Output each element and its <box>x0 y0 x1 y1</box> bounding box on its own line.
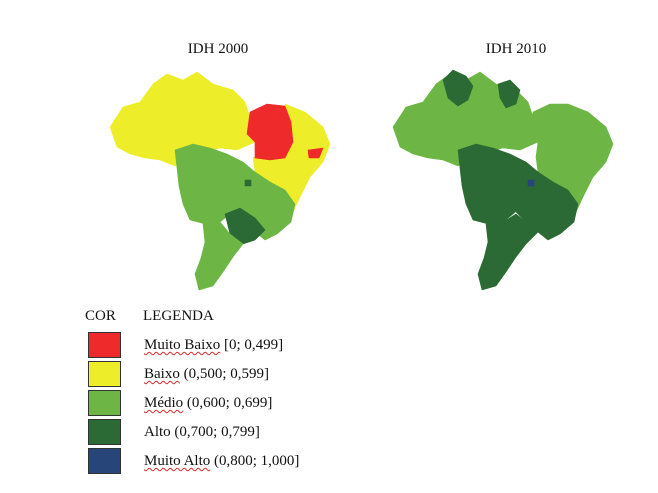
brazil-map-2000 <box>109 71 331 291</box>
legend-label: Muito Baixo [0; 0,499] <box>144 337 283 354</box>
legend-swatch <box>88 448 121 474</box>
legend-range: (0,600; 0,699] <box>183 395 273 411</box>
legend-word: Muito Alto <box>144 453 211 469</box>
brazil-map-2010 <box>392 69 614 291</box>
legend-label: Alto (0,700; 0,799] <box>144 424 260 441</box>
legend-range: (0,500; 0,599] <box>179 366 270 382</box>
region-south <box>477 213 539 291</box>
region-roraima <box>442 69 474 107</box>
region-maranhao-piaui <box>246 103 294 161</box>
legend-swatch <box>88 332 121 358</box>
legend-label: Médio (0,600; 0,699] <box>144 395 272 412</box>
region-distrito-federal <box>244 179 252 187</box>
region-amapa <box>497 79 521 109</box>
legend-word: Baixo <box>144 366 180 382</box>
legend-label: Baixo (0,500; 0,599] <box>144 366 269 383</box>
legend-item-medio: Médio (0,600; 0,699] <box>88 390 388 417</box>
region-alagoas <box>307 147 324 159</box>
legend-range: (0,800; 1,000] <box>210 453 300 469</box>
legend-swatch <box>88 419 121 445</box>
legend-swatch <box>88 390 121 416</box>
region-distrito-federal <box>527 179 535 187</box>
region-center-west <box>174 143 256 225</box>
region-center-west <box>457 143 539 225</box>
legend-range: [0; 0,499] <box>220 337 284 353</box>
legend-swatch <box>88 361 121 387</box>
legend-item-baixo: Baixo (0,500; 0,599] <box>88 361 388 388</box>
legend-item-muito-alto: Muito Alto (0,800; 1,000] <box>88 448 388 475</box>
legend-word: Médio <box>144 395 184 411</box>
legend-range: (0,700; 0,799] <box>170 424 260 440</box>
legend-item-alto: Alto (0,700; 0,799] <box>88 419 388 446</box>
region-south <box>194 221 244 291</box>
legend-word: Muito Baixo <box>144 337 221 353</box>
region-southeast <box>515 171 579 241</box>
legend-label: Muito Alto (0,800; 1,000] <box>144 453 299 470</box>
legend-legenda-header: LEGENDA <box>143 308 214 324</box>
map-title-2010: IDH 2010 <box>485 41 547 57</box>
legend-item-muito-baixo: Muito Baixo [0; 0,499] <box>88 332 388 359</box>
legend-word: Alto <box>144 424 171 440</box>
map-title-2000: IDH 2000 <box>187 41 249 57</box>
legend-cor-header: COR <box>85 308 116 324</box>
